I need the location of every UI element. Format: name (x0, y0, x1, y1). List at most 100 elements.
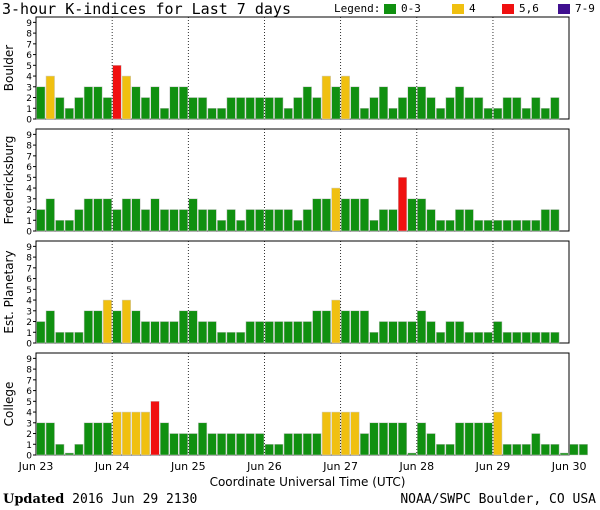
k-bar (74, 444, 84, 456)
k-bar (474, 220, 484, 232)
k-bar (188, 433, 198, 456)
k-bar (483, 220, 493, 232)
legend-swatch-purple (558, 4, 570, 14)
k-bar (150, 321, 160, 344)
k-bar (350, 310, 360, 344)
k-bar (321, 411, 331, 456)
k-bar (340, 310, 350, 344)
k-bar (378, 422, 388, 456)
y-tick-label: 5 (26, 174, 32, 184)
k-bar (455, 321, 465, 344)
k-bar (388, 209, 398, 232)
k-bar (45, 422, 55, 456)
k-bar (436, 332, 446, 344)
y-tick-label: 1 (26, 329, 32, 339)
y-tick-label: 4 (26, 297, 32, 307)
k-bar (283, 433, 293, 456)
k-bar (64, 332, 74, 344)
k-bar (255, 97, 265, 120)
k-bar (369, 97, 379, 120)
k-bar (36, 209, 46, 232)
x-axis-label: Coordinate Universal Time (UTC) (210, 475, 406, 489)
k-bar (36, 321, 46, 344)
k-bar (121, 198, 131, 232)
k-bar (83, 422, 93, 456)
x-tick-label: Jun 27 (322, 460, 358, 473)
y-tick-label: 8 (26, 142, 32, 152)
k-bar (502, 220, 512, 232)
k-bar (140, 321, 150, 344)
k-bar (407, 198, 417, 232)
k-bar (169, 86, 179, 120)
panel-label: College (2, 382, 16, 427)
legend-item-label: 4 (469, 2, 476, 15)
k-index-chart: 0123456789Boulder0123456789Fredericksbur… (2, 16, 588, 489)
k-bar (464, 209, 474, 232)
k-bar (264, 97, 274, 120)
k-bar (74, 332, 84, 344)
k-bar (45, 75, 55, 120)
x-tick-label: Jun 29 (475, 460, 511, 473)
k-bar (521, 108, 531, 120)
k-bar (93, 422, 103, 456)
k-bar (417, 198, 427, 232)
k-bar (169, 209, 179, 232)
k-bar (226, 97, 236, 120)
k-bar (483, 108, 493, 120)
k-bar (398, 97, 408, 120)
k-bar (331, 187, 341, 232)
k-bar (245, 321, 255, 344)
k-bar (188, 97, 198, 120)
k-bar (112, 310, 122, 344)
k-bar (455, 86, 465, 120)
k-bar (388, 108, 398, 120)
k-bar (83, 86, 93, 120)
legend-item-label: 5,6 (519, 2, 539, 15)
k-bar (179, 86, 189, 120)
k-bar (93, 86, 103, 120)
k-bar (236, 220, 246, 232)
k-bar (321, 75, 331, 120)
k-bar (436, 220, 446, 232)
k-bar (445, 220, 455, 232)
y-tick-label: 4 (26, 73, 32, 83)
k-bar (426, 433, 436, 456)
k-bar (102, 299, 112, 344)
k-bar (121, 75, 131, 120)
k-bar (207, 209, 217, 232)
k-bar (217, 220, 227, 232)
k-bar (369, 220, 379, 232)
k-bar (369, 422, 379, 456)
k-bar (464, 97, 474, 120)
k-bar (502, 444, 512, 456)
k-bar (64, 220, 74, 232)
k-bar (169, 433, 179, 456)
k-bar (531, 332, 541, 344)
y-tick-label: 2 (26, 430, 32, 440)
k-bar (217, 433, 227, 456)
k-bar (417, 310, 427, 344)
k-bar (436, 108, 446, 120)
k-bar (293, 220, 303, 232)
k-bar (264, 209, 274, 232)
k-bar (64, 452, 74, 456)
y-tick-label: 0 (26, 452, 32, 462)
k-bar (455, 422, 465, 456)
k-bar (293, 321, 303, 344)
k-bar (264, 321, 274, 344)
k-bar (112, 209, 122, 232)
k-bar (207, 433, 217, 456)
k-bar (150, 86, 160, 120)
updated-label: Updated (3, 492, 65, 507)
k-bar (36, 422, 46, 456)
y-tick-label: 9 (26, 131, 32, 141)
y-tick-label: 0 (26, 340, 32, 350)
k-bar (569, 444, 579, 456)
k-bar (302, 321, 312, 344)
y-tick-label: 3 (26, 419, 32, 429)
legend-swatch-green (384, 4, 396, 14)
k-bar (188, 310, 198, 344)
k-bar (83, 198, 93, 232)
k-bar (255, 209, 265, 232)
panel-label: Fredericksburg (2, 136, 16, 225)
